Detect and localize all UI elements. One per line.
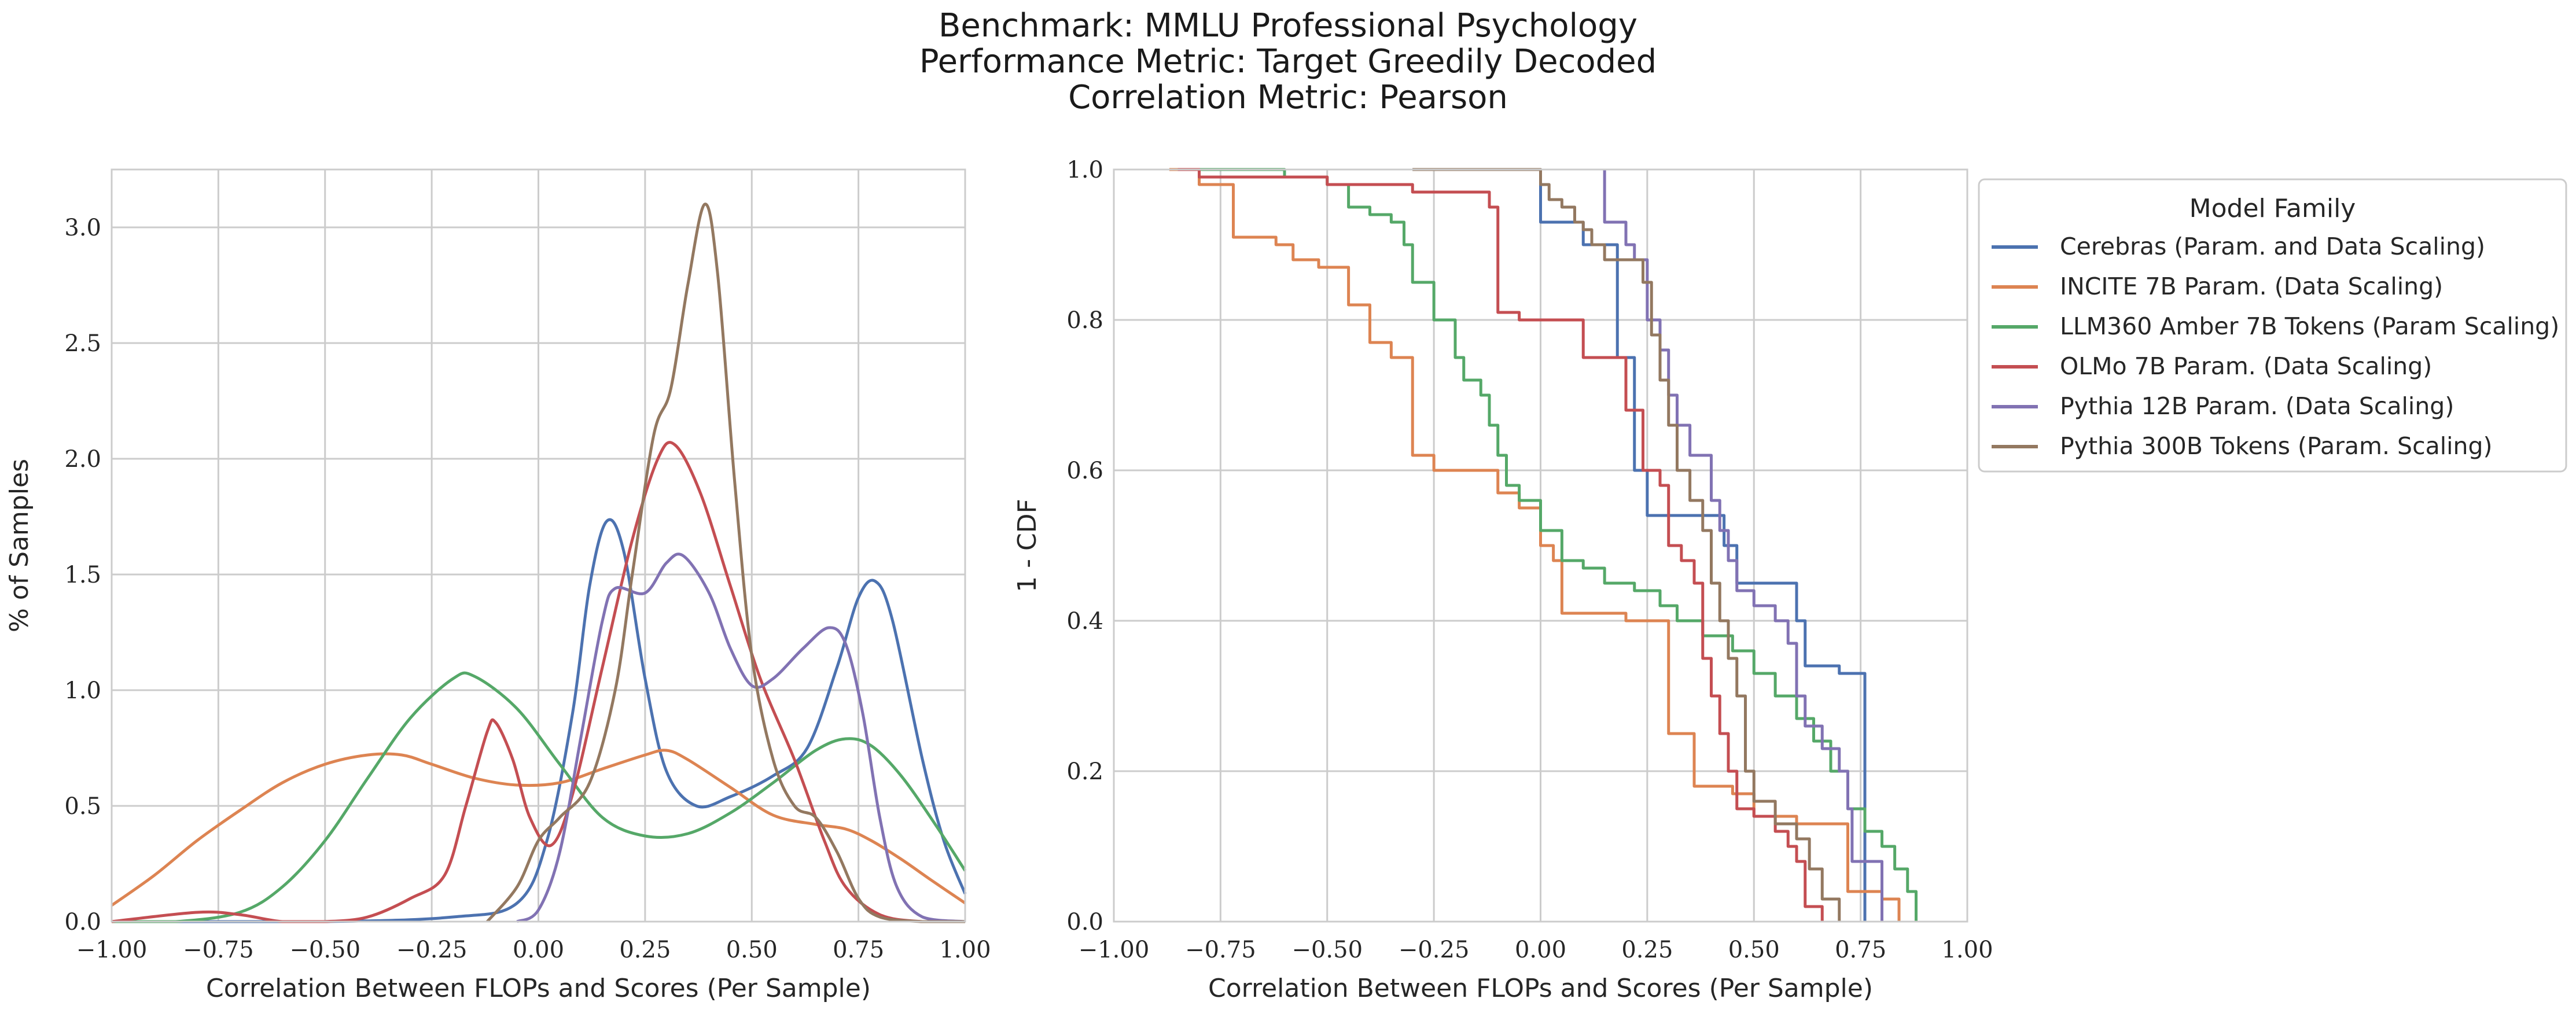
x-axis-label: Correlation Between FLOPs and Scores (Pe… (206, 974, 871, 1003)
x-tick-label: 0.75 (1835, 937, 1886, 963)
x-tick-label: 0.50 (1728, 937, 1780, 963)
y-axis-label: 1 - CDF (1013, 499, 1042, 592)
x-tick-label: −0.25 (1399, 937, 1470, 963)
y-tick-label: 0.8 (1066, 307, 1103, 334)
x-tick-label: −1.00 (1079, 937, 1150, 963)
y-tick-label: 3.0 (64, 215, 101, 241)
series-line-incite (1169, 168, 1901, 922)
y-tick-label: 2.5 (64, 330, 101, 357)
kde-panel: −1.00 −0.75 −0.50 −0.25 0.00 0.25 0.50 0.75 1.00… (5, 168, 991, 1003)
plot-frame (111, 168, 966, 923)
series-line-olmo (111, 441, 965, 923)
y-tick-label: 0.4 (1066, 608, 1103, 635)
x-tick-label: −0.50 (289, 937, 360, 963)
y-tick-label: 1.0 (1066, 157, 1103, 183)
series-line-olmo (1177, 168, 1824, 922)
series-line-llm360 (111, 671, 967, 923)
x-tick-label: −0.75 (183, 937, 254, 963)
legend-title: Model Family (2189, 194, 2356, 223)
y-tick-label: 1.5 (64, 562, 101, 588)
series-line-cerebras (1412, 168, 1867, 922)
x-tick-label: 1.00 (1941, 937, 1993, 963)
x-tick-label: 0.25 (1621, 937, 1673, 963)
x-tick-label: 0.00 (513, 937, 564, 963)
y-axis-label: % of Samples (5, 459, 34, 632)
x-tick-label: 0.00 (1515, 937, 1566, 963)
x-tick-label: −0.50 (1291, 937, 1363, 963)
x-tick-label: 0.75 (833, 937, 884, 963)
legend-label: Pythia 300B Tokens (Param. Scaling) (2060, 432, 2493, 460)
series-line-incite (111, 749, 966, 907)
series-line-pythia300 (486, 202, 965, 923)
x-tick-label: 1.00 (939, 937, 991, 963)
x-tick-label: 0.25 (619, 937, 671, 963)
x-tick-label: −1.00 (76, 937, 148, 963)
series-line-pythia12 (1603, 170, 1883, 922)
cdf-panel: −1.00 −0.75 −0.50 −0.25 0.00 0.25 0.50 0.75 1.00… (1013, 157, 1993, 1003)
title-line-3: Correlation Metric: Pearson (1068, 79, 1508, 116)
legend: Model Family Cerebras (Param. and Data Sc… (1978, 178, 2567, 473)
title-line-2: Performance Metric: Target Greedily Deco… (919, 43, 1657, 80)
x-tick-label: −0.75 (1185, 937, 1256, 963)
plot-frame (1113, 168, 1968, 923)
legend-label: Cerebras (Param. and Data Scaling) (2060, 233, 2485, 260)
legend-box (1978, 178, 2567, 473)
y-tick-label: 0.6 (1066, 458, 1103, 484)
y-tick-label: 1.0 (64, 677, 101, 704)
y-tick-label: 2.0 (64, 446, 101, 473)
legend-label: INCITE 7B Param. (Data Scaling) (2060, 272, 2443, 300)
chart-title: Benchmark: MMLU Professional Psychology … (0, 8, 2576, 116)
series-line-cerebras (111, 518, 967, 923)
legend-label: OLMo 7B Param. (Data Scaling) (2060, 352, 2432, 380)
title-line-1: Benchmark: MMLU Professional Psychology (939, 7, 1637, 45)
series-line-pythia12 (516, 552, 966, 923)
legend-label: Pythia 12B Param. (Data Scaling) (2060, 392, 2454, 420)
y-tick-label: 0.5 (64, 793, 101, 820)
y-tick-label: 0.2 (1066, 758, 1103, 785)
series-line-pythia300 (1412, 168, 1841, 922)
y-tick-label: 0.0 (1066, 909, 1103, 935)
x-tick-label: −0.25 (396, 937, 468, 963)
x-tick-label: 0.50 (726, 937, 778, 963)
y-tick-label: 0.0 (64, 909, 101, 935)
x-axis-label: Correlation Between FLOPs and Scores (Pe… (1208, 974, 1873, 1003)
legend-label: LLM360 Amber 7B Tokens (Param Scaling) (2060, 312, 2559, 340)
